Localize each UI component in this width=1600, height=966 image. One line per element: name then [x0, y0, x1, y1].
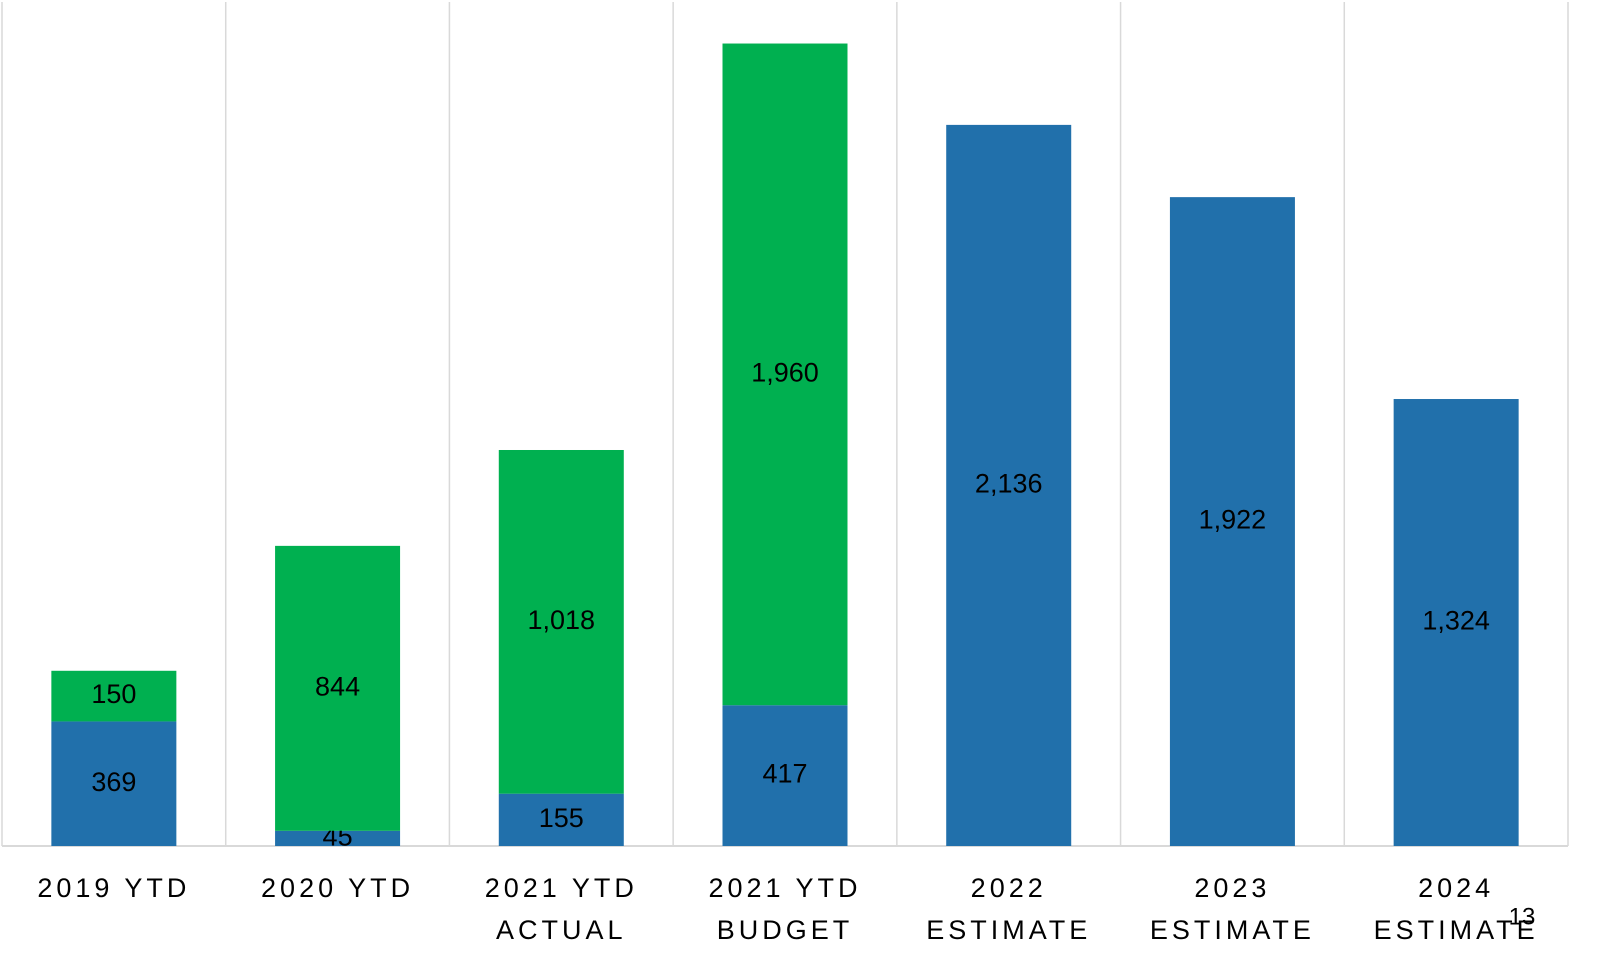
x-tick-label: 2021 YTD — [708, 873, 861, 903]
data-label: 2,136 — [975, 469, 1043, 499]
bar-segment — [51, 721, 177, 846]
x-tick-label: 2019 YTD — [37, 873, 190, 903]
bar-segment — [722, 43, 848, 706]
data-label: 1,922 — [1199, 505, 1267, 535]
x-tick-label: 2022 — [971, 873, 1047, 903]
bar-segment — [1169, 197, 1295, 846]
x-tick-label: 2023 — [1194, 873, 1270, 903]
x-tick-label: 2020 YTD — [261, 873, 414, 903]
x-tick-label: ESTIMATE — [1374, 915, 1539, 945]
bar-segment — [498, 449, 624, 794]
data-label: 1,324 — [1422, 606, 1490, 636]
bar-segment — [1393, 399, 1519, 846]
data-label: 369 — [91, 767, 136, 797]
data-label: 150 — [91, 679, 136, 709]
x-tick-label: 2021 YTD — [485, 873, 638, 903]
x-tick-label: ESTIMATE — [926, 915, 1091, 945]
bar-segment — [946, 124, 1072, 846]
data-label: 155 — [539, 803, 584, 833]
bar-segment — [51, 670, 177, 722]
bar-segment — [275, 830, 401, 846]
data-label: 1,018 — [527, 605, 595, 635]
x-tick-label: 2024 — [1418, 873, 1494, 903]
bar-segment — [722, 705, 848, 846]
data-label: 1,960 — [751, 357, 819, 387]
x-tick-label: BUDGET — [717, 915, 854, 945]
x-tick-label: ESTIMATE — [1150, 915, 1315, 945]
x-tick-label: ACTUAL — [496, 915, 627, 945]
data-label: 844 — [315, 671, 360, 701]
data-label: 417 — [762, 759, 807, 789]
bar-segment — [275, 545, 401, 831]
bar-segment — [498, 793, 624, 846]
page-number: 13 — [1509, 903, 1536, 930]
